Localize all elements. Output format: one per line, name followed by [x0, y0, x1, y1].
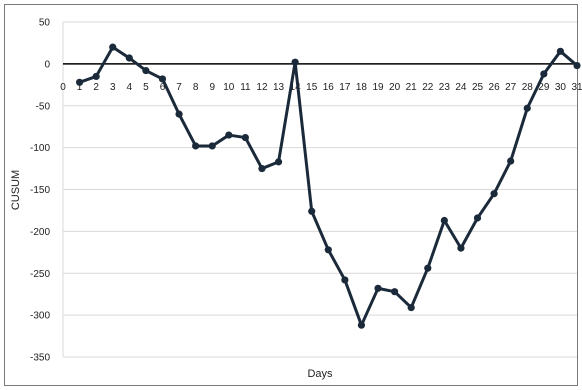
x-tick-label: 19 [372, 82, 384, 93]
data-point [192, 142, 200, 150]
data-point [540, 70, 548, 78]
data-point [457, 244, 465, 252]
data-point [208, 142, 216, 150]
x-tick-label: 28 [522, 82, 534, 93]
x-tick-labels: 0 1 2 3 4 5 6 7 8 9 10 11 12 13 14 15 16 17 18 19 20 21 22 23 24… [60, 82, 582, 93]
data-point [424, 264, 432, 272]
y-tick-label: -100 [30, 143, 50, 154]
x-tick-label: 3 [110, 82, 116, 93]
x-tick-label: 29 [538, 82, 550, 93]
data-point [291, 58, 299, 66]
data-point [523, 104, 531, 112]
data-point [158, 75, 167, 83]
x-tick-label: 2 [93, 82, 99, 93]
x-tick-label: 11 [240, 82, 251, 93]
data-point [391, 288, 399, 296]
x-tick-label: 9 [209, 82, 215, 93]
data-point [258, 164, 266, 173]
data-point [490, 190, 498, 198]
data-point [374, 284, 382, 292]
data-point [274, 158, 283, 166]
x-tick-label: 5 [143, 82, 149, 93]
data-point [109, 43, 117, 51]
data-point [324, 246, 332, 254]
y-tick-label: -150 [30, 185, 50, 196]
y-tick-label: -250 [30, 269, 50, 280]
x-tick-label: 31 [571, 82, 582, 93]
x-tick-label: 24 [455, 82, 467, 93]
x-tick-label: 20 [389, 82, 401, 93]
data-point [142, 66, 150, 75]
data-point [92, 72, 100, 81]
y-tick-labels: 50 0 -50 -100 -150 -200 -250 -300 -350 [30, 18, 50, 364]
data-point [341, 276, 349, 284]
x-tick-label: 6 [160, 82, 166, 93]
y-tick-label: -200 [30, 227, 50, 238]
y-tick-label: -350 [30, 353, 50, 364]
x-tick-label: 27 [505, 82, 517, 93]
data-series [75, 43, 581, 329]
x-tick-label: 1 [77, 82, 83, 93]
x-tick-label: 10 [223, 82, 235, 93]
data-point [75, 78, 84, 86]
data-point [125, 54, 133, 62]
x-tick-label: 26 [489, 82, 501, 93]
data-point [407, 303, 415, 312]
x-tick-label: 12 [256, 82, 268, 93]
x-tick-label: 7 [176, 82, 182, 93]
y-tick-label: 0 [44, 59, 50, 70]
x-tick-label: 0 [60, 82, 66, 93]
x-tick-label: 25 [472, 82, 484, 93]
x-tick-label: 18 [356, 82, 368, 93]
data-point [507, 157, 515, 165]
data-point [556, 47, 565, 55]
data-point [440, 216, 448, 225]
data-point [225, 131, 233, 139]
y-tick-label: 50 [39, 18, 51, 29]
x-tick-label: 21 [406, 82, 418, 93]
gridlines [62, 21, 577, 358]
x-tick-label: 4 [127, 82, 133, 93]
x-tick-label: 30 [555, 82, 567, 93]
x-tick-label: 23 [439, 82, 451, 93]
x-axis-label: Days [307, 368, 333, 380]
y-tick-label: -50 [36, 101, 51, 112]
x-tick-label: 16 [323, 82, 335, 93]
x-tick-label: 8 [193, 82, 199, 93]
data-point [473, 214, 482, 222]
data-point [241, 133, 249, 142]
x-tick-label: 17 [339, 82, 351, 93]
data-point [357, 321, 366, 329]
x-tick-label: 15 [306, 82, 318, 93]
data-point [573, 61, 581, 70]
y-tick-label: -300 [30, 311, 50, 322]
x-tick-label: 14 [290, 82, 302, 93]
data-point [308, 207, 316, 215]
y-axis-label: CUSUM [10, 170, 22, 210]
data-point [175, 110, 183, 118]
x-tick-label: 22 [422, 82, 434, 93]
x-tick-label: 13 [273, 82, 285, 93]
